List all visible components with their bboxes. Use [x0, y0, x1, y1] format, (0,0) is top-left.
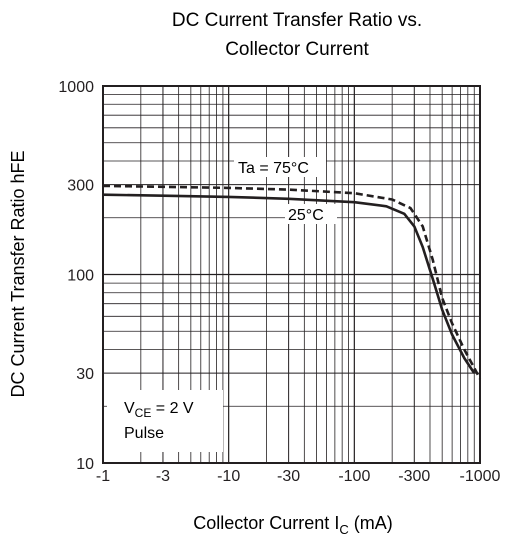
label-box-75c — [234, 157, 326, 177]
x-tick-label: -1 — [96, 468, 110, 485]
y-axis-label: DC Current Transfer Ratio hFE — [8, 150, 28, 397]
series-25c-line — [102, 193, 476, 374]
y-tick-label: 1000 — [58, 79, 94, 96]
x-tick-label: -10 — [217, 468, 240, 485]
x-tick-label: -1000 — [460, 468, 501, 485]
y-tick-label: 100 — [67, 268, 94, 285]
series-label-75c: Ta = 75°C — [238, 160, 309, 177]
chart-title-line-2: Collector Current — [225, 39, 369, 60]
x-tick-label: -30 — [277, 468, 300, 485]
condition-pulse: Pulse — [124, 425, 164, 442]
x-tick-label: -300 — [398, 468, 430, 485]
x-axis-label: Collector Current IC (mA) — [193, 513, 392, 537]
label-box-25c — [285, 204, 337, 224]
y-tick-label: 10 — [76, 456, 94, 473]
x-tick-label: -100 — [338, 468, 370, 485]
x-tick-label: -3 — [156, 468, 170, 485]
condition-vce-prefix: V — [124, 400, 135, 417]
series-lines — [102, 184, 482, 380]
condition-vce-suffix: = 2 V — [151, 400, 194, 417]
series-label-25c: 25°C — [288, 207, 324, 224]
tick-labels: -1 -3 -10 -30 -100 -300 -1000 10 30 100 300 1000 — [58, 79, 500, 485]
x-axis-label-unit: (mA) — [349, 513, 393, 533]
chart-title-line-1: DC Current Transfer Ratio vs. — [172, 10, 422, 31]
x-axis-label-sub: C — [339, 522, 348, 537]
condition-vce-sub: CE — [135, 406, 152, 420]
y-tick-label: 30 — [76, 366, 94, 383]
x-axis-label-main: Collector Current I — [193, 513, 339, 533]
y-tick-label: 300 — [67, 178, 94, 195]
series-75c-line — [102, 184, 482, 380]
conditions-box — [107, 390, 223, 452]
plot-frame — [102, 85, 481, 464]
grid — [103, 86, 480, 463]
condition-vce: VCE = 2 V — [124, 400, 194, 420]
